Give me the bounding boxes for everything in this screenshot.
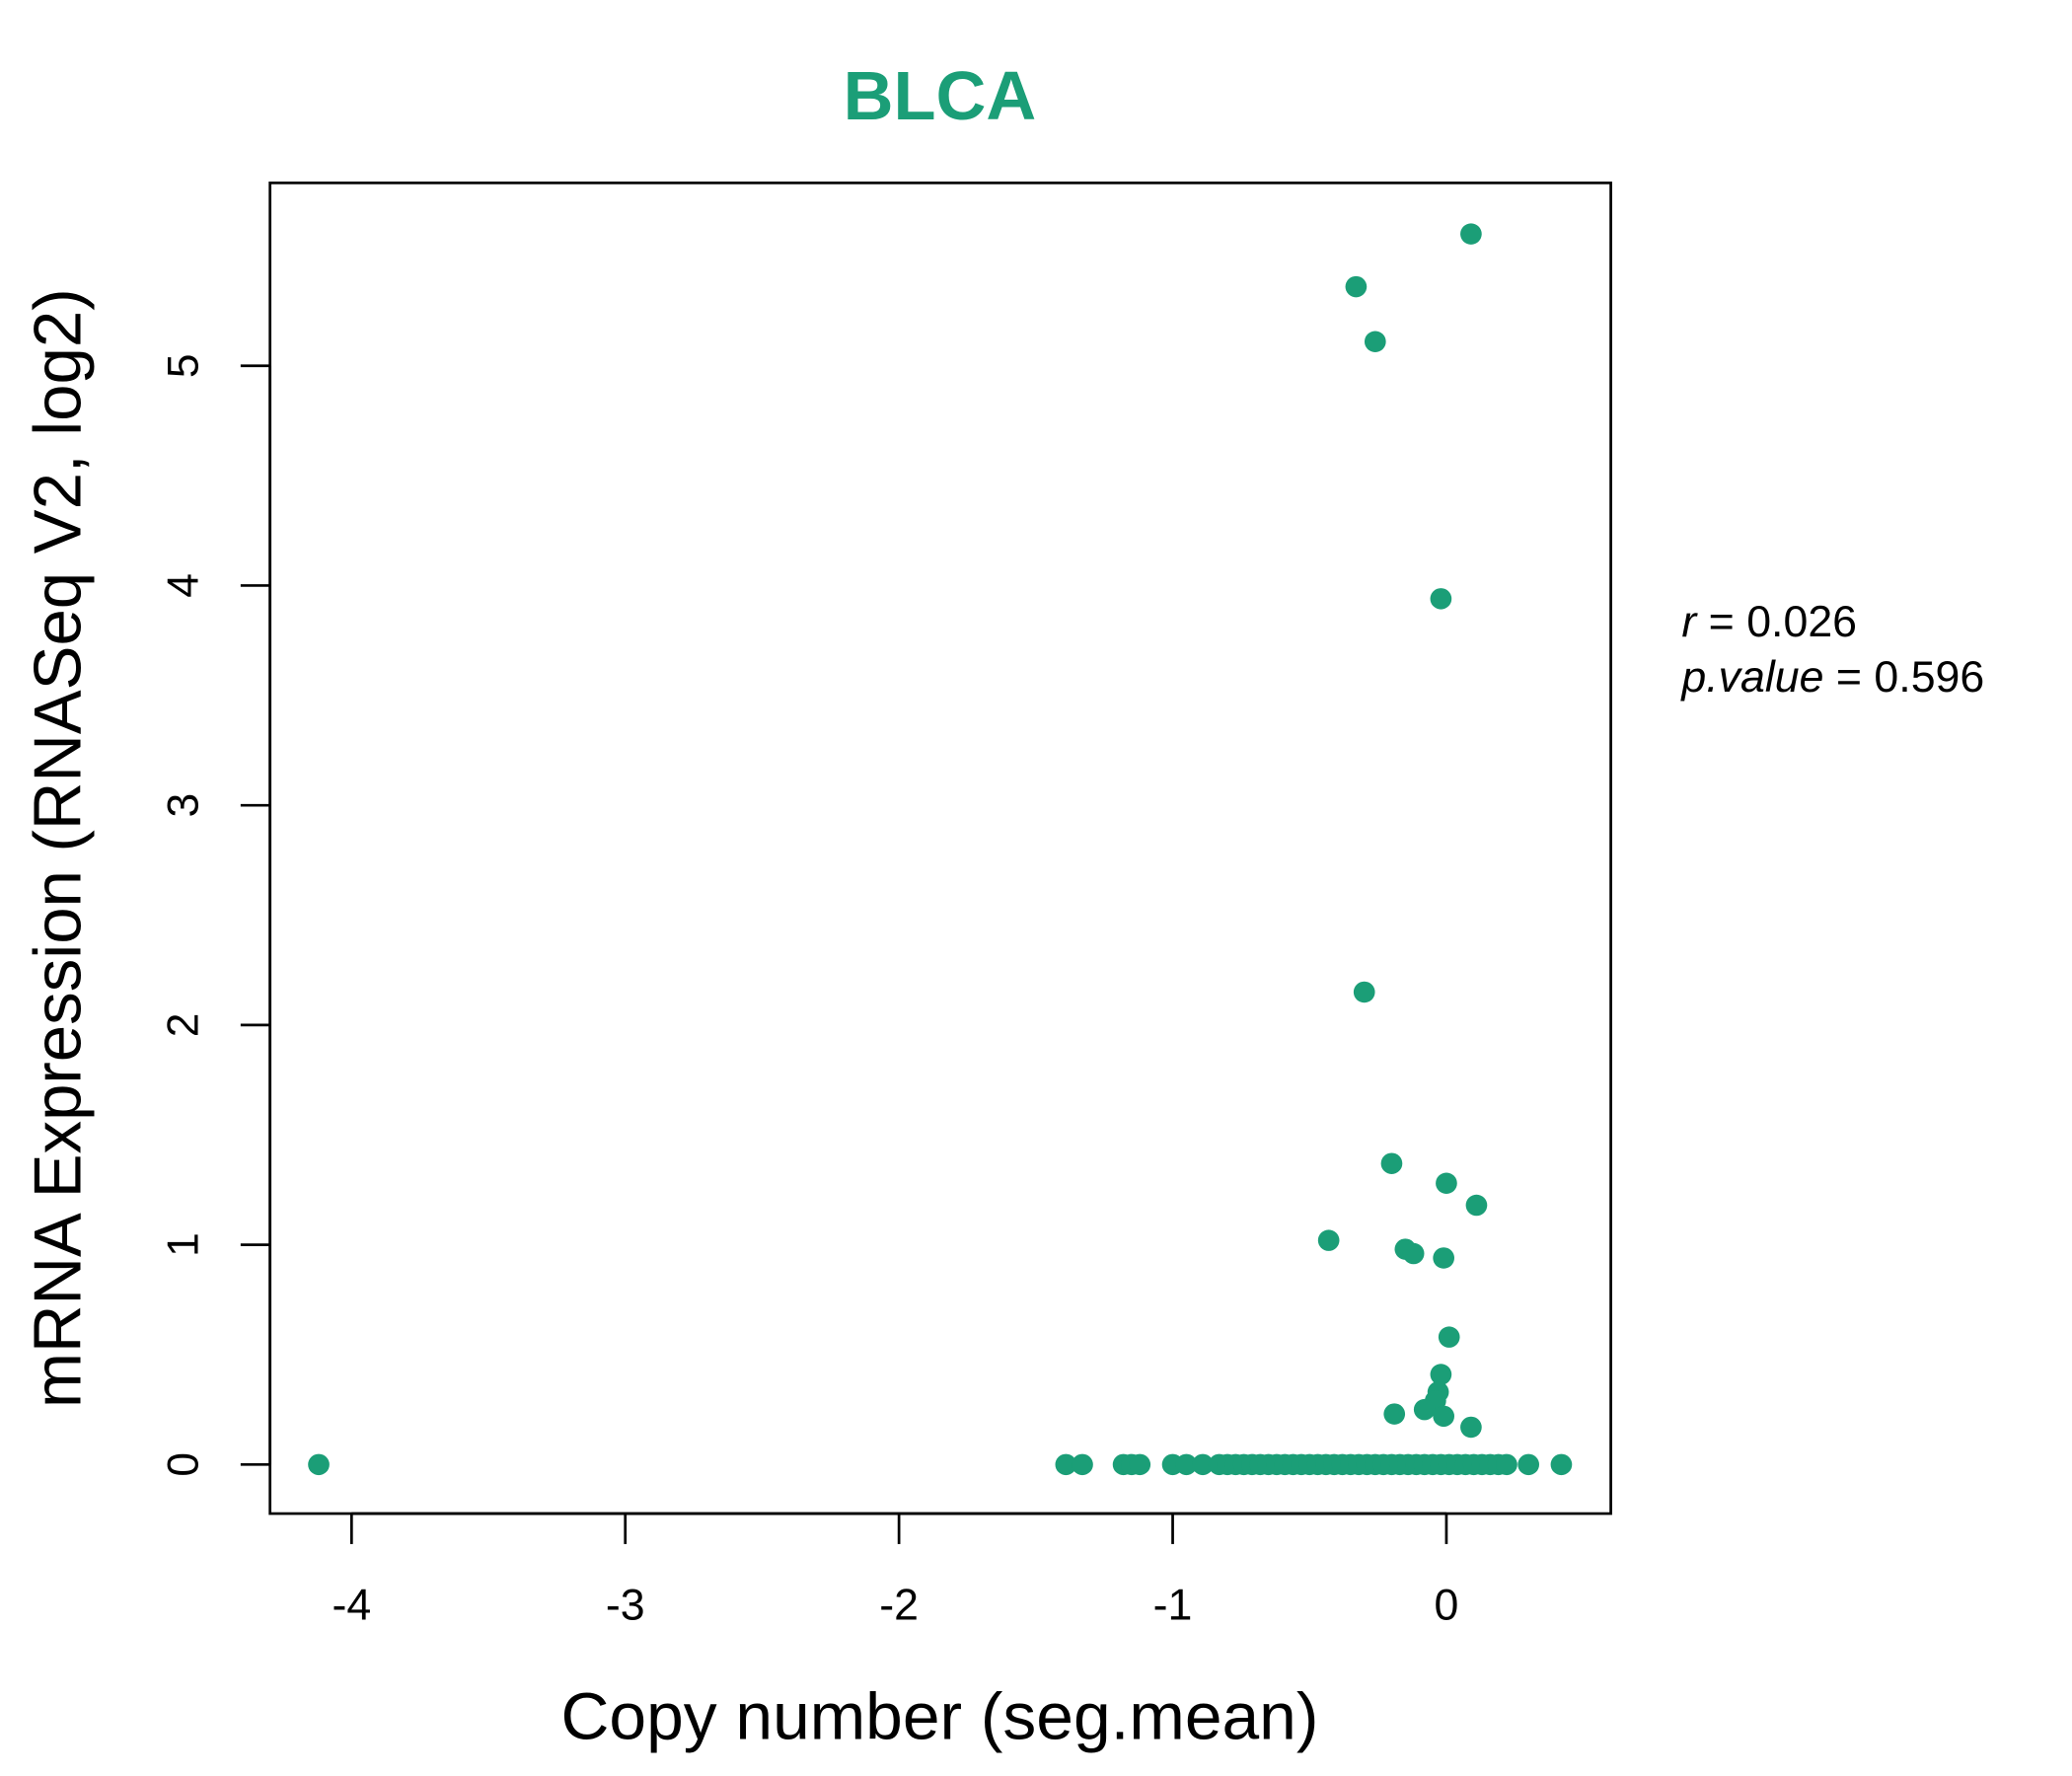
p-label: p.value [1679,653,1823,702]
data-point [1550,1453,1573,1476]
points-layer [308,223,1573,1476]
data-point [1345,275,1368,298]
data-point [1433,1247,1455,1269]
data-point [1460,1416,1482,1439]
x-tick-label: 0 [1435,1582,1459,1630]
data-point [1465,1194,1488,1217]
y-tick-label: 5 [159,353,207,378]
data-point [1517,1453,1539,1476]
r-label: r [1681,598,1698,646]
y-tick-label: 1 [159,1232,207,1257]
x-tick-label: -1 [1153,1582,1193,1630]
r-annotation: r = 0.026 [1681,598,1857,646]
data-point [1496,1453,1517,1476]
data-point [1436,1172,1457,1194]
data-point [1430,1364,1452,1385]
y-tick-label: 0 [159,1452,207,1477]
data-point [1380,1152,1403,1174]
r-value: 0.026 [1746,598,1857,646]
data-point [1460,223,1482,245]
data-point [1413,1398,1436,1421]
y-tick-label: 4 [159,573,207,598]
data-point [1430,588,1452,610]
x-axis-label: Copy number (seg.mean) [560,1680,1318,1754]
data-point [1175,1453,1198,1476]
data-point [1364,331,1386,352]
data-point [1438,1326,1460,1348]
data-point [1072,1453,1093,1476]
data-point [1192,1453,1214,1476]
data-point [1433,1405,1455,1428]
plot-frame [268,182,1612,1516]
data-point [1402,1242,1425,1265]
p-value: 0.596 [1874,653,1984,702]
data-point [1129,1453,1151,1476]
data-point [1383,1403,1406,1425]
p-annotation: p.value = 0.596 [1679,653,1984,702]
x-tick-label: -2 [879,1582,919,1630]
y-axis-label: mRNA Expression (RNASeq V2, log2) [21,288,95,1408]
data-point [308,1453,330,1476]
x-tick-label: -3 [606,1582,645,1630]
data-point [1353,981,1375,1003]
data-point [1317,1229,1340,1251]
x-axis: -4 -3 -2 -1 0 [332,1512,1459,1630]
y-tick-label: 3 [159,793,207,818]
data-point [1055,1453,1077,1476]
y-axis: 0 1 2 3 4 5 [159,353,272,1477]
y-tick-label: 2 [159,1013,207,1038]
x-tick-label: -4 [332,1582,371,1630]
chart-title: BLCA [844,56,1037,134]
